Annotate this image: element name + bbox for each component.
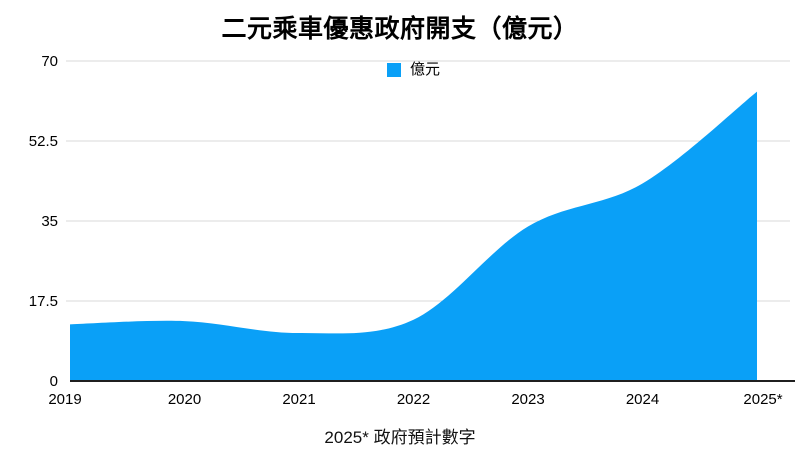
y-tick-label: 52.5 — [29, 133, 58, 150]
chart-title: 二元乘車優惠政府開支（億元） — [221, 15, 579, 43]
legend-swatch-icon — [387, 62, 401, 77]
x-tick-label: 2021 — [282, 391, 315, 408]
area-series — [70, 91, 757, 381]
y-tick-label: 17.5 — [29, 293, 58, 310]
y-tick-label: 35 — [41, 213, 58, 230]
x-tick-label: 2023 — [511, 391, 544, 408]
legend: 億元 — [387, 62, 440, 77]
x-tick-label: 2025* — [743, 391, 782, 408]
x-tick-label: 2019 — [48, 391, 81, 408]
x-tick-label: 2022 — [397, 391, 430, 408]
footnote: 2025* 政府預計數字 — [324, 428, 476, 447]
y-tick-label: 70 — [41, 53, 58, 70]
x-tick-label: 2024 — [626, 391, 659, 408]
legend-label: 億元 — [410, 61, 441, 78]
y-tick-label: 0 — [50, 373, 58, 390]
x-tick-label: 2020 — [168, 391, 201, 408]
